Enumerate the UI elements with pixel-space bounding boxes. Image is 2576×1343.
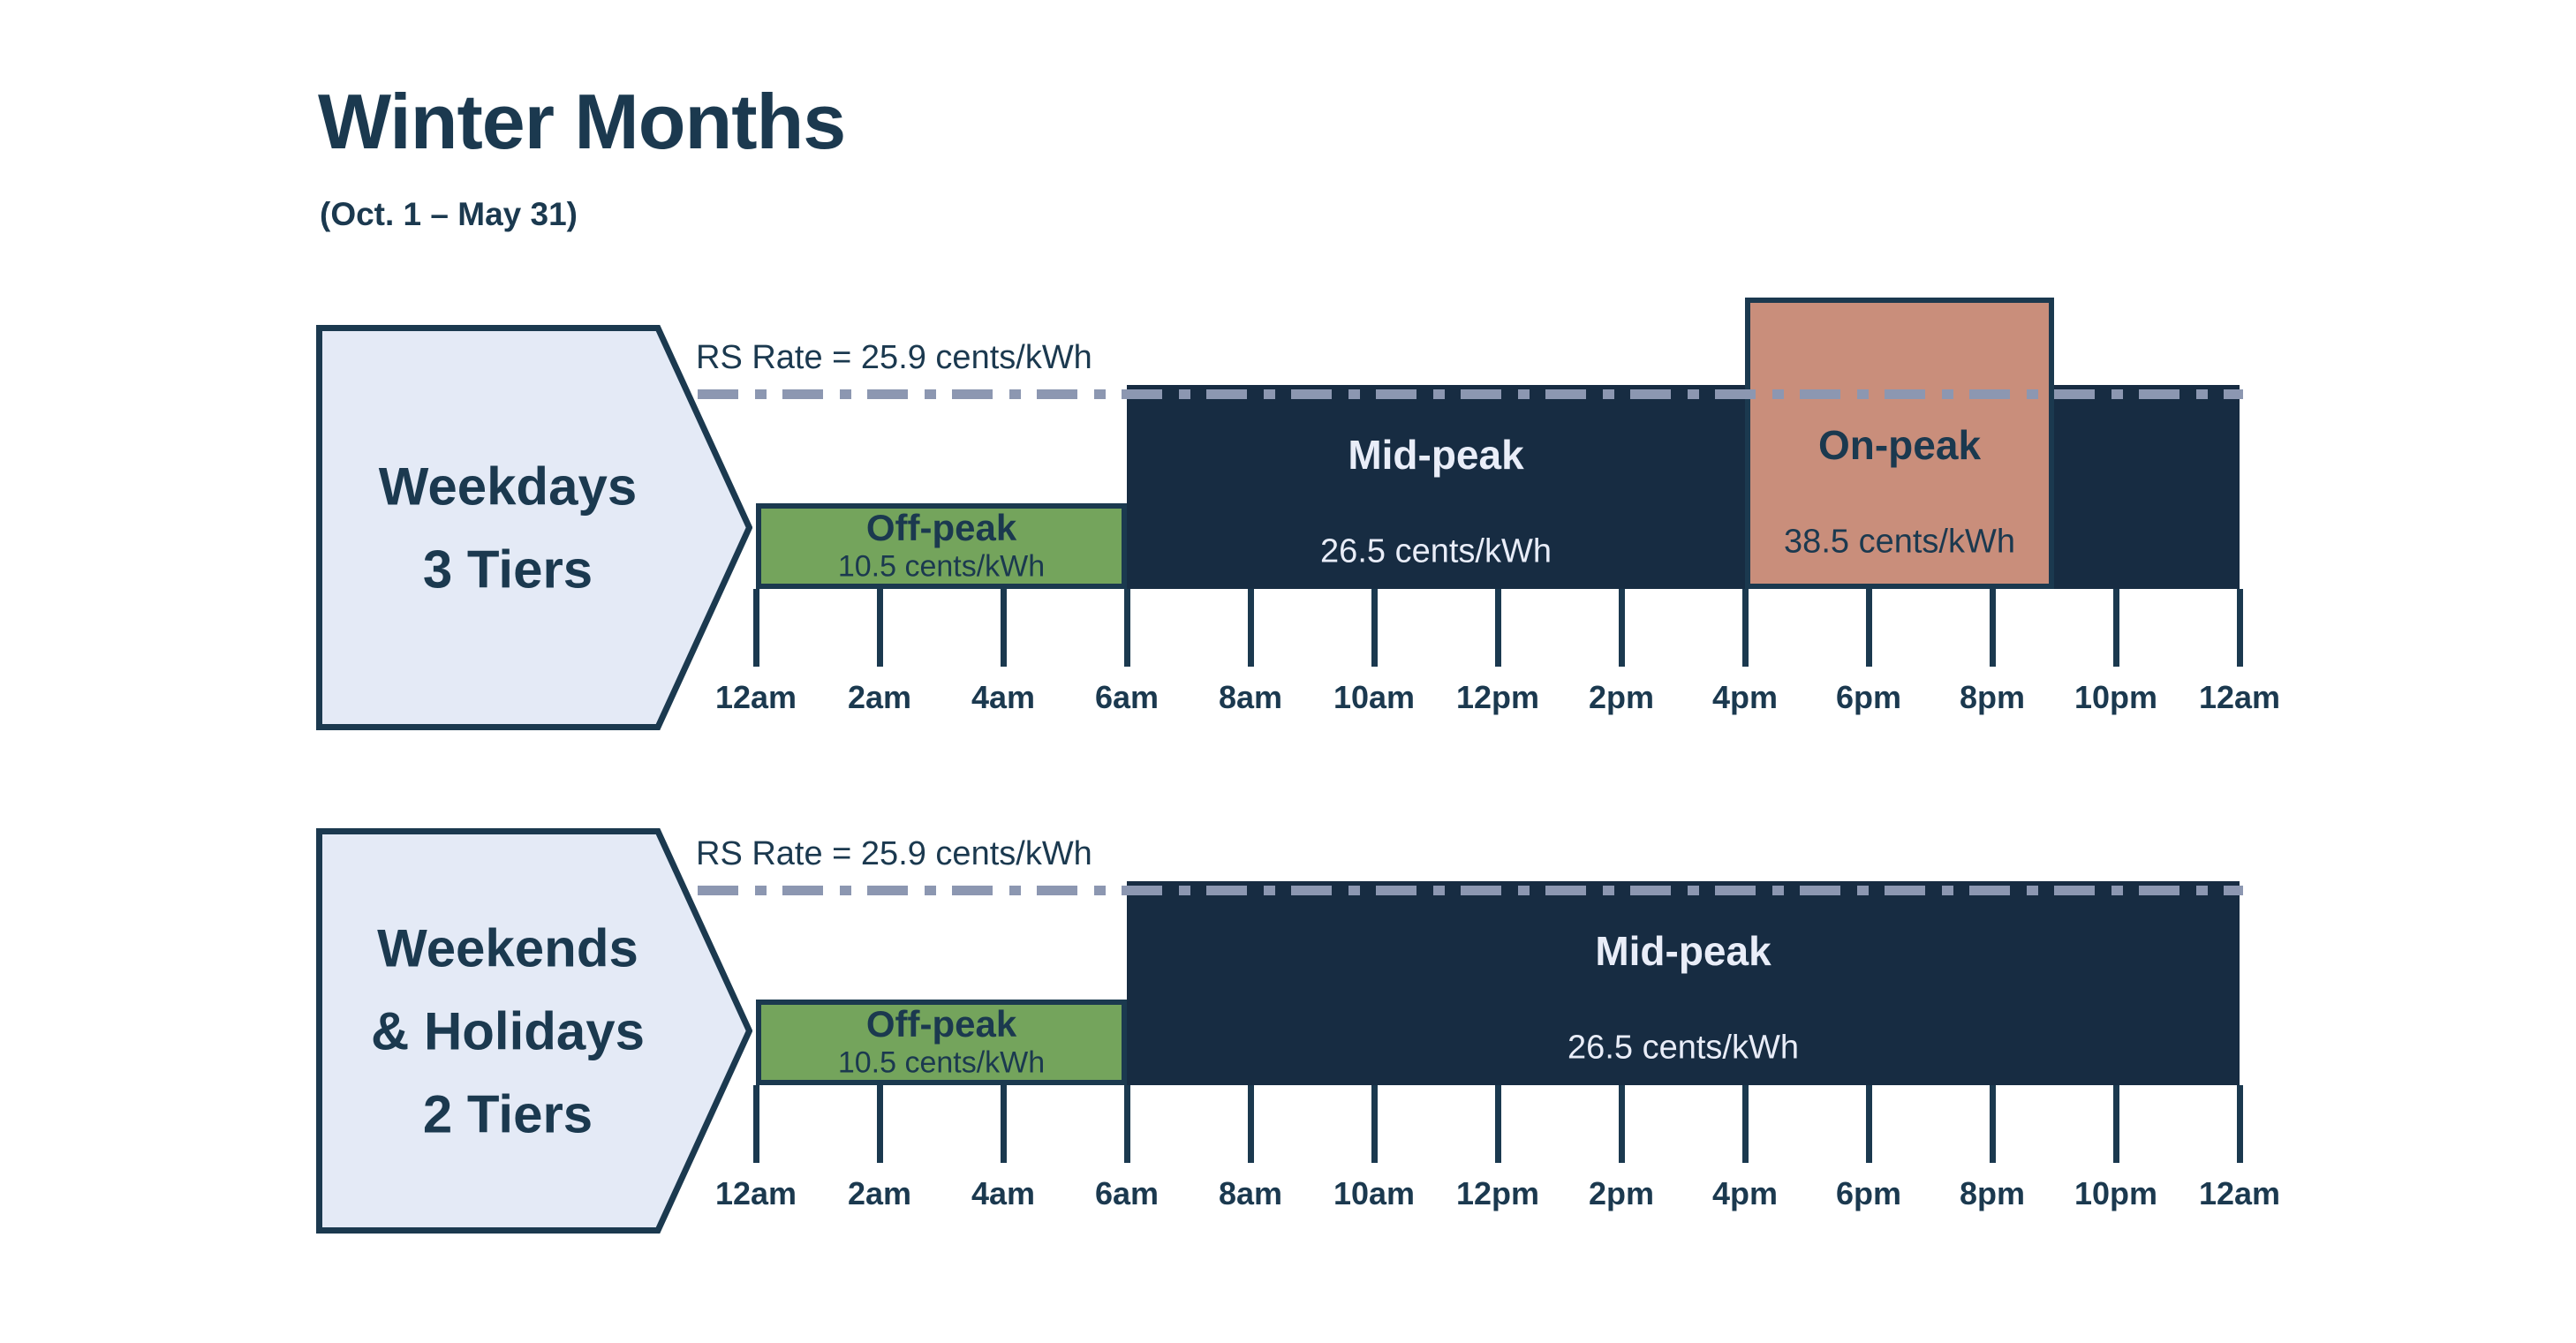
tier-arrow-weekdays: [316, 325, 752, 730]
tick-mark: [1123, 589, 1130, 667]
segment-name-label: Mid-peak: [1595, 928, 1771, 974]
tick-label: 6am: [1094, 679, 1160, 715]
tick-mark: [1494, 589, 1501, 667]
tick-label: 12am: [714, 679, 797, 715]
tick-mark: [1247, 1085, 1254, 1163]
tick-label: 12am: [2198, 679, 2281, 715]
tick-mark: [1989, 1085, 1996, 1163]
tick-label: 10pm: [2074, 1175, 2158, 1211]
tick-mark: [1247, 589, 1254, 667]
tick-mark: [1741, 589, 1749, 667]
tick-mark: [752, 589, 759, 667]
tick-mark: [2236, 1085, 2243, 1163]
tier-arrow-label-line: 2 Tiers: [422, 1084, 593, 1143]
tick-label: 12pm: [1455, 679, 1540, 715]
tick-label: 8am: [1218, 679, 1283, 715]
tick-label: 2pm: [1588, 1175, 1655, 1211]
segment-off-peak: [756, 1000, 1127, 1085]
tick-mark: [2112, 1085, 2119, 1163]
tier-arrow-shape: [316, 828, 752, 1234]
segment-off-peak: [756, 503, 1127, 589]
segment-name-label: Off-peak: [865, 1003, 1017, 1045]
tick-mark: [2236, 589, 2243, 667]
tick-label: 4am: [971, 679, 1036, 715]
tick-mark: [752, 1085, 759, 1163]
tick-mark: [1741, 1085, 1749, 1163]
tick-label: 4am: [971, 1175, 1036, 1211]
tick-mark: [876, 589, 883, 667]
page-title: Winter Months: [318, 78, 846, 165]
segment-rate-label: 38.5 cents/kWh: [1784, 523, 2015, 561]
tick-label: 12am: [2198, 1175, 2281, 1211]
tier-arrow-label-line: & Holidays: [370, 1001, 646, 1060]
tick-mark: [1371, 1085, 1378, 1163]
rs-rate-label: RS Rate = 25.9 cents/kWh: [696, 835, 1092, 872]
tier-arrow-label-line: Weekdays: [378, 456, 638, 516]
rs-rate-dash-line: [698, 886, 2243, 895]
tick-label: 2pm: [1588, 679, 1655, 715]
tier-arrow-weekends-holidays: [316, 828, 752, 1234]
segment-name-label: On-peak: [1817, 422, 1982, 468]
tick-label: 4pm: [1711, 1175, 1779, 1211]
rs-rate-dash-line: [698, 389, 2243, 399]
segment-name-label: Mid-peak: [1348, 432, 1524, 478]
tick-mark: [1000, 1085, 1007, 1163]
tick-mark: [2112, 589, 2119, 667]
tick-label: 12pm: [1455, 1175, 1540, 1211]
tick-mark: [1618, 589, 1625, 667]
tick-label: 12am: [714, 1175, 797, 1211]
tick-mark: [1123, 1085, 1130, 1163]
tier-arrow-label-line: Weekends: [377, 918, 638, 977]
segment-rate-label: 26.5 cents/kWh: [1568, 1029, 1799, 1067]
tick-label: 6am: [1094, 1175, 1160, 1211]
tick-label: 6pm: [1835, 679, 1902, 715]
tick-label: 10pm: [2074, 679, 2158, 715]
tick-mark: [1000, 589, 1007, 667]
tick-mark: [1865, 1085, 1872, 1163]
tick-label: 10am: [1333, 1175, 1416, 1211]
tier-arrow-shape: [316, 325, 752, 730]
segment-mid-peak: [1127, 881, 2240, 1085]
tick-mark: [1371, 589, 1378, 667]
tick-label: 2am: [847, 679, 912, 715]
tick-mark: [1865, 589, 1872, 667]
tick-mark: [876, 1085, 883, 1163]
segment-mid-peak: [1127, 385, 2240, 589]
tick-label: 8pm: [1959, 679, 2026, 715]
tier-arrow-label-line: 3 Tiers: [422, 539, 593, 599]
tick-mark: [1494, 1085, 1501, 1163]
segment-rate-label: 10.5 cents/kWh: [837, 1045, 1046, 1080]
tick-label: 6pm: [1835, 1175, 1902, 1211]
segment-on-peak: [1745, 298, 2054, 589]
tick-label: 8pm: [1959, 1175, 2026, 1211]
segment-name-label: Off-peak: [865, 507, 1017, 548]
tick-label: 4pm: [1711, 679, 1779, 715]
tick-mark: [1989, 589, 1996, 667]
tick-label: 10am: [1333, 679, 1416, 715]
page-subtitle: (Oct. 1 – May 31): [320, 196, 578, 232]
tick-label: 8am: [1218, 1175, 1283, 1211]
tick-label: 2am: [847, 1175, 912, 1211]
segment-rate-label: 10.5 cents/kWh: [837, 549, 1046, 584]
segment-rate-label: 26.5 cents/kWh: [1320, 532, 1552, 570]
tick-mark: [1618, 1085, 1625, 1163]
rs-rate-label: RS Rate = 25.9 cents/kWh: [696, 339, 1092, 376]
